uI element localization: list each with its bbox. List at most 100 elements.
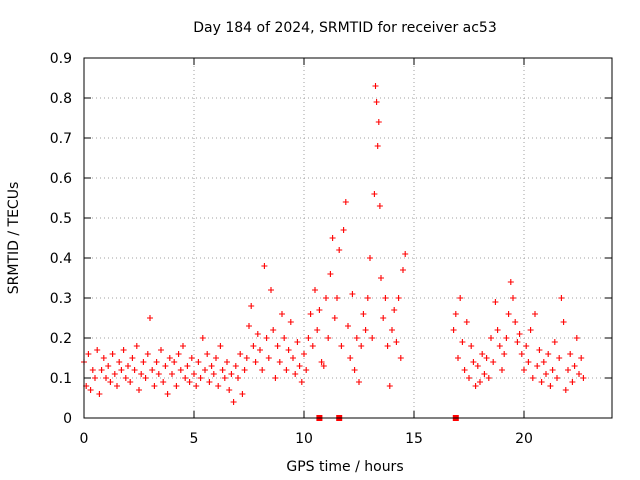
data-point bbox=[488, 335, 494, 341]
data-point bbox=[151, 383, 158, 389]
data-point bbox=[378, 275, 384, 281]
data-point bbox=[382, 295, 389, 301]
y-tick-label: 0.6 bbox=[50, 171, 72, 187]
x-tick-label: 15 bbox=[405, 431, 423, 447]
data-point bbox=[276, 359, 283, 365]
data-point bbox=[362, 327, 369, 333]
data-point bbox=[263, 335, 270, 341]
data-point bbox=[521, 367, 527, 373]
data-point bbox=[369, 335, 376, 341]
data-point bbox=[303, 367, 310, 373]
data-point bbox=[180, 343, 186, 349]
data-point bbox=[391, 307, 398, 313]
y-tick-label: 0.5 bbox=[50, 211, 72, 227]
data-point bbox=[558, 295, 565, 301]
data-point bbox=[336, 247, 343, 253]
data-point bbox=[195, 359, 202, 365]
data-point bbox=[580, 375, 587, 381]
y-tick-label: 0.3 bbox=[50, 291, 72, 307]
data-point bbox=[232, 363, 239, 369]
data-point bbox=[120, 347, 127, 353]
data-point bbox=[353, 335, 360, 341]
data-point bbox=[518, 351, 525, 357]
x-tick-label: 10 bbox=[295, 431, 313, 447]
data-point bbox=[516, 331, 523, 337]
data-point bbox=[265, 355, 272, 361]
data-point bbox=[463, 319, 470, 325]
data-point bbox=[301, 351, 307, 357]
data-point bbox=[85, 351, 92, 357]
grid-lines bbox=[84, 58, 612, 418]
data-point bbox=[166, 355, 173, 361]
data-point bbox=[118, 367, 125, 373]
data-point bbox=[270, 327, 277, 333]
data-point bbox=[243, 355, 250, 361]
data-point bbox=[98, 367, 105, 373]
data-point bbox=[268, 287, 274, 293]
data-point bbox=[318, 359, 325, 365]
data-point bbox=[547, 383, 554, 389]
data-point bbox=[219, 367, 226, 373]
data-point bbox=[252, 359, 259, 365]
data-point bbox=[169, 371, 175, 377]
data-point bbox=[347, 355, 354, 361]
data-point bbox=[217, 343, 224, 349]
data-point bbox=[283, 367, 290, 373]
x-tick-label: 20 bbox=[515, 431, 533, 447]
data-point bbox=[395, 295, 402, 301]
data-point bbox=[136, 387, 142, 393]
data-point bbox=[349, 291, 356, 297]
data-point bbox=[356, 379, 362, 385]
y-tick-label: 0.9 bbox=[50, 51, 72, 67]
data-point bbox=[259, 367, 266, 373]
data-point bbox=[400, 267, 406, 273]
data-point bbox=[538, 379, 545, 385]
data-point bbox=[274, 343, 281, 349]
data-point bbox=[372, 83, 379, 89]
data-point bbox=[294, 339, 301, 345]
data-point bbox=[199, 335, 206, 341]
data-point bbox=[360, 311, 367, 317]
data-point bbox=[281, 335, 288, 341]
data-point bbox=[571, 363, 578, 369]
data-point bbox=[523, 343, 530, 349]
data-point bbox=[334, 295, 340, 301]
data-point bbox=[562, 387, 569, 393]
data-point bbox=[461, 367, 468, 373]
data-point bbox=[536, 347, 543, 353]
data-point bbox=[576, 371, 582, 377]
data-point bbox=[309, 343, 316, 349]
data-point bbox=[565, 367, 571, 373]
data-point bbox=[327, 271, 334, 277]
data-points bbox=[81, 83, 587, 405]
data-point bbox=[560, 319, 567, 325]
data-point bbox=[138, 371, 145, 377]
data-point bbox=[367, 255, 373, 261]
data-point bbox=[496, 343, 503, 349]
data-point bbox=[483, 355, 490, 361]
data-point bbox=[133, 343, 140, 349]
data-point bbox=[364, 295, 371, 301]
data-point bbox=[376, 203, 383, 209]
data-point bbox=[468, 343, 475, 349]
data-point bbox=[386, 383, 393, 389]
data-point bbox=[210, 371, 217, 377]
data-point bbox=[94, 347, 101, 353]
data-point bbox=[459, 339, 466, 345]
data-point bbox=[89, 367, 96, 373]
data-point bbox=[505, 311, 512, 317]
data-point bbox=[397, 355, 404, 361]
data-point bbox=[371, 191, 378, 197]
data-point bbox=[129, 355, 136, 361]
data-point bbox=[351, 367, 358, 373]
data-point bbox=[261, 263, 268, 269]
data-point bbox=[127, 379, 134, 385]
data-point bbox=[331, 315, 338, 321]
data-point bbox=[492, 299, 499, 305]
data-point bbox=[131, 367, 138, 373]
data-point bbox=[479, 351, 486, 357]
data-point bbox=[144, 351, 151, 357]
data-point bbox=[272, 375, 279, 381]
x-tick-label: 5 bbox=[190, 431, 199, 447]
data-point bbox=[534, 363, 541, 369]
